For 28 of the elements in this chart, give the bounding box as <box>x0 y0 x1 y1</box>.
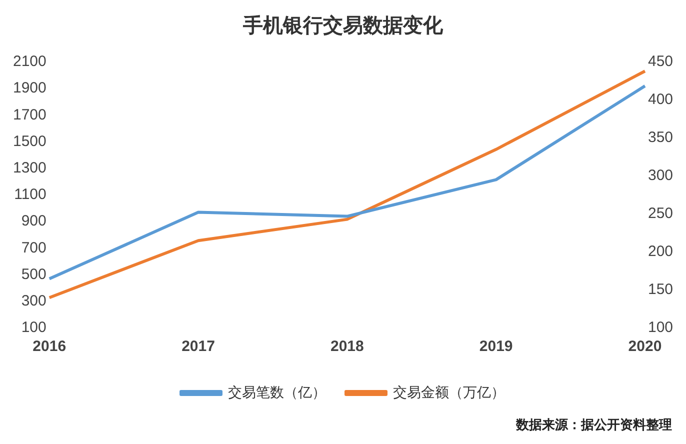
y-tick-label: 500 <box>21 266 46 283</box>
y-tick-label: 300 <box>21 292 46 310</box>
x-tick-label: 2019 <box>479 338 513 356</box>
legend-label: 交易笔数（亿） <box>228 384 326 400</box>
y2-tick-label: 350 <box>648 129 674 146</box>
y-tick-label: 1100 <box>14 186 46 204</box>
y-tick-label: 1500 <box>12 132 46 150</box>
y-tick-label: 900 <box>21 212 46 230</box>
legend-label: 交易金额（万亿） <box>393 384 505 400</box>
x-tick-label: 2020 <box>628 338 662 356</box>
x-tick-label: 2016 <box>32 338 66 356</box>
y2-tick-label: 200 <box>648 243 674 260</box>
y-tick-label: 1300 <box>12 160 46 177</box>
y-tick-label: 1900 <box>12 80 46 97</box>
y-tick-label: 700 <box>21 239 46 256</box>
y-tick-label: 1700 <box>12 106 46 124</box>
y-tick-label: 2100 <box>12 53 46 70</box>
y-tick-label: 100 <box>21 319 46 336</box>
x-tick-label: 2017 <box>182 338 215 356</box>
chart-title: 手机银行交易数据变化 <box>242 12 444 39</box>
y2-tick-label: 100 <box>648 319 674 336</box>
x-tick-label: 2018 <box>330 338 364 356</box>
source-note: 数据来源：据公开资料整理 <box>516 417 672 434</box>
y2-tick-label: 400 <box>648 91 674 108</box>
y2-tick-label: 150 <box>648 281 674 298</box>
y2-tick-label: 450 <box>648 53 674 70</box>
y2-tick-label: 300 <box>648 167 674 184</box>
y2-tick-label: 250 <box>648 205 674 222</box>
